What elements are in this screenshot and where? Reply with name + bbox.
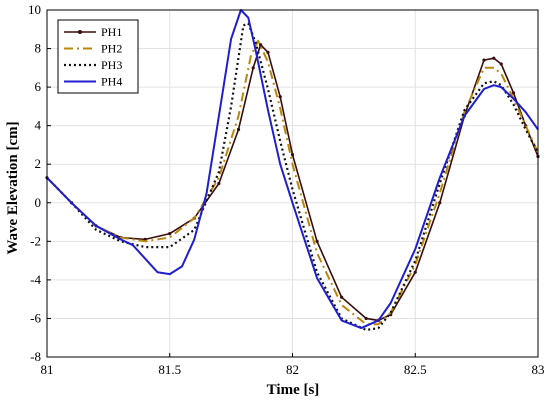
x-tick-label: 81 — [41, 362, 54, 377]
y-tick-label: -2 — [30, 233, 41, 248]
series-point-ph1 — [511, 91, 516, 95]
series-line-ph1 — [46, 43, 539, 322]
legend-marker-ph1 — [78, 30, 82, 34]
y-tick-label: -8 — [30, 349, 41, 364]
x-tick-label: 82 — [286, 362, 299, 377]
x-tick-label: 82.5 — [404, 362, 427, 377]
y-tick-label: 4 — [35, 118, 42, 133]
series-point-ph1 — [340, 295, 344, 299]
x-tick-label: 81.5 — [158, 362, 181, 377]
legend-label-ph3: PH3 — [101, 58, 122, 72]
series-point-ph1 — [492, 56, 496, 60]
series-point-ph1 — [438, 201, 442, 205]
series-point-ph1 — [258, 43, 263, 47]
series-point-ph1 — [278, 95, 282, 99]
series-point-ph1 — [217, 181, 221, 186]
y-axis-label: Wave Elevation [cm] — [5, 121, 21, 254]
x-tick-label: 83 — [532, 362, 545, 377]
y-tick-label: 6 — [35, 79, 42, 94]
series-point-ph1 — [499, 62, 503, 66]
axis-ticks: 81 81.5 82 82.5 83 -8 -6 -4 -2 0 2 4 6 8 10 — [28, 2, 545, 377]
legend-label-ph1: PH1 — [101, 25, 122, 39]
series-point-ph1 — [315, 239, 319, 243]
y-tick-label: -4 — [30, 272, 41, 287]
series-point-ph1 — [168, 232, 172, 236]
legend-label-ph2: PH2 — [101, 42, 122, 56]
legend-label-ph4: PH4 — [101, 75, 122, 89]
series-point-ph1 — [290, 152, 295, 157]
y-tick-label: 2 — [35, 156, 42, 171]
series-point-ph1 — [413, 270, 417, 274]
y-tick-label: 10 — [28, 2, 41, 17]
x-axis-label: Time [s] — [267, 382, 320, 398]
plot-series — [45, 9, 540, 332]
series-line-ph4 — [46, 9, 539, 330]
series-line-ph2 — [46, 39, 539, 326]
y-tick-label: 8 — [35, 41, 42, 56]
legend: PH1 PH2 PH3 PH4 — [57, 19, 139, 94]
series-point-ph1 — [364, 316, 368, 321]
y-tick-label: -6 — [30, 310, 41, 325]
series-point-ph1 — [251, 66, 255, 70]
series-point-ph1 — [482, 58, 486, 62]
series-point-ph1 — [236, 127, 241, 132]
y-tick-label: 0 — [35, 195, 42, 210]
series-point-ph1 — [266, 50, 270, 55]
series-line-ph3 — [46, 22, 539, 332]
